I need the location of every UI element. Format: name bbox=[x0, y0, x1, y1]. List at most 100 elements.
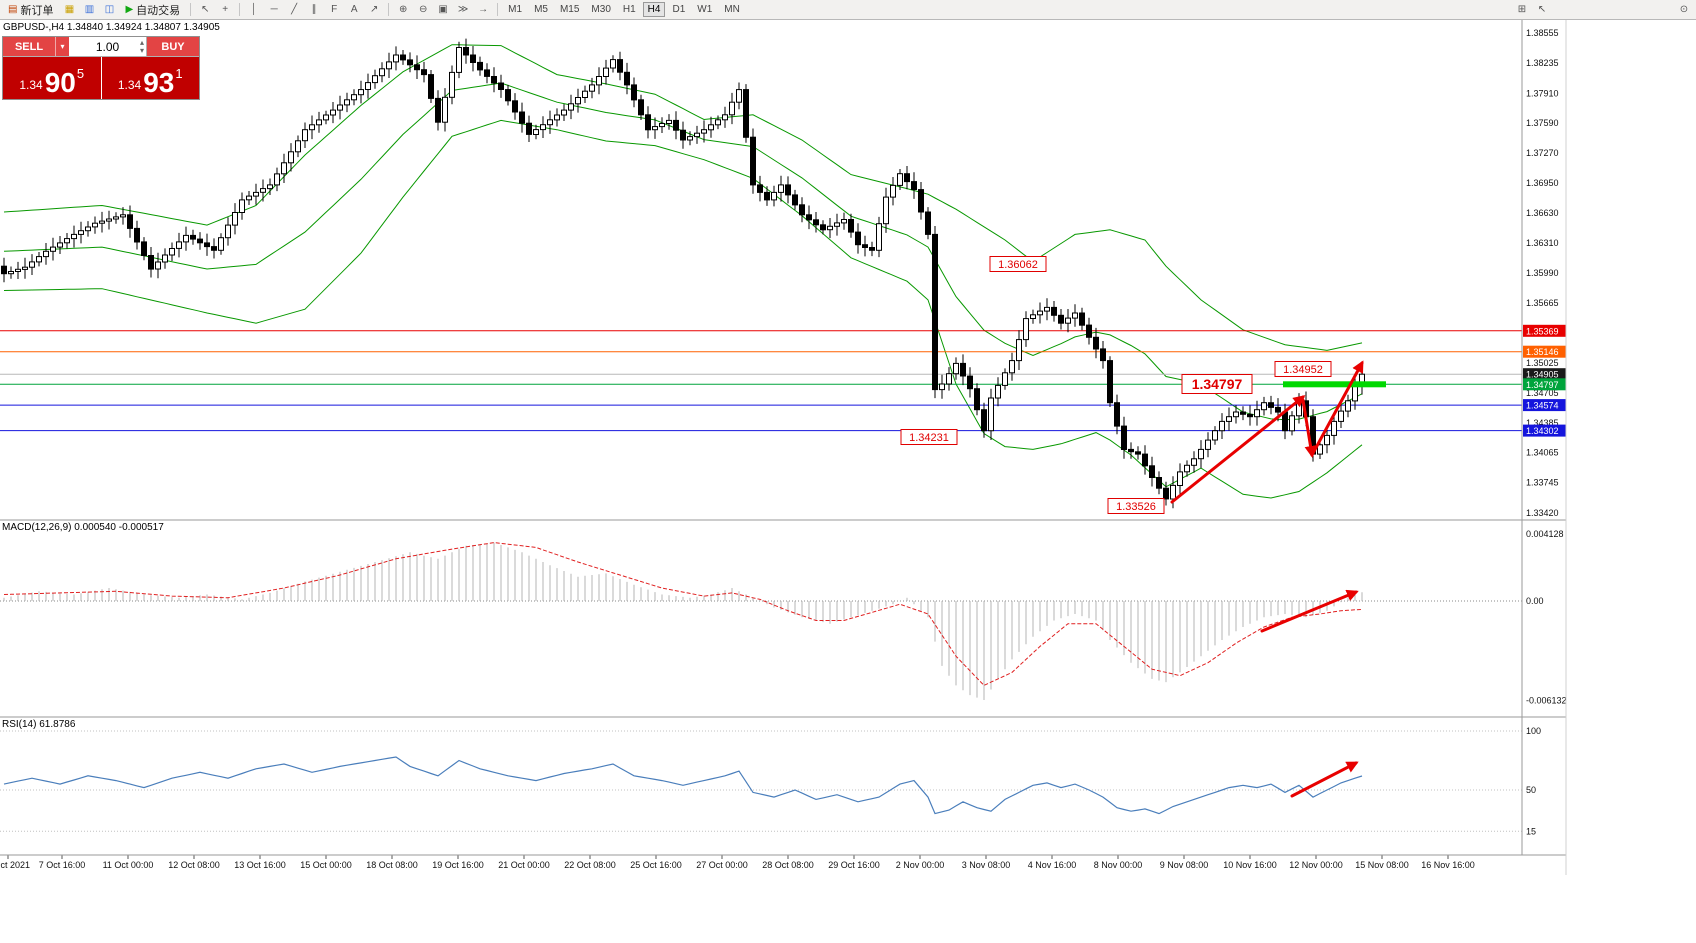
timeframe-m5-button[interactable]: M5 bbox=[534, 4, 548, 15]
timeframe-m1-button[interactable]: M1 bbox=[508, 4, 523, 15]
bollinger-upper bbox=[3, 44, 1363, 351]
charts-grid-icon: ▦ bbox=[64, 3, 75, 15]
trend-arrow[interactable] bbox=[1310, 360, 1364, 457]
tile-windows-icon[interactable]: ▣ bbox=[434, 2, 452, 18]
svg-text:-0.006132: -0.006132 bbox=[1526, 696, 1567, 706]
bar-chart-icon[interactable]: ▥ bbox=[80, 2, 98, 18]
chart-shift-icon[interactable]: → bbox=[474, 2, 492, 18]
price-callout-box[interactable] bbox=[1107, 498, 1165, 514]
svg-text:50: 50 bbox=[1526, 785, 1536, 795]
sell-button[interactable]: SELL bbox=[3, 37, 55, 56]
toolbar-separator bbox=[239, 3, 241, 16]
vertical-line-icon[interactable]: │ bbox=[245, 2, 263, 18]
auto-trading-label: 自动交易 bbox=[136, 4, 181, 17]
svg-text:25 Oct 16:00: 25 Oct 16:00 bbox=[630, 860, 682, 870]
svg-text:16 Nov 16:00: 16 Nov 16:00 bbox=[1421, 860, 1475, 870]
macd-signal-line bbox=[3, 542, 1363, 687]
sell-price-box[interactable]: 1.34 90 5 bbox=[3, 57, 101, 99]
order-type-dropdown[interactable]: ▾ bbox=[55, 37, 69, 56]
equidistant-channel-icon: ∥ bbox=[311, 3, 317, 15]
trend-arrow[interactable] bbox=[1260, 589, 1359, 633]
svg-text:0.00: 0.00 bbox=[1526, 596, 1544, 606]
svg-text:15: 15 bbox=[1526, 826, 1536, 836]
trend-arrow[interactable] bbox=[1301, 398, 1317, 458]
price-callout-box[interactable] bbox=[1181, 374, 1253, 394]
svg-text:1.37270: 1.37270 bbox=[1526, 148, 1559, 158]
trendline-icon: ╱ bbox=[291, 3, 298, 15]
cursor-icon[interactable]: ↖ bbox=[196, 2, 214, 18]
toolbar-separator bbox=[190, 3, 192, 16]
trendline-icon[interactable]: ╱ bbox=[285, 2, 303, 18]
volume-spinner[interactable]: ▴ ▾ bbox=[140, 39, 144, 55]
charts-grid-icon[interactable]: ▦ bbox=[60, 2, 78, 18]
price-callout-box[interactable] bbox=[989, 256, 1047, 272]
toolbar-separator bbox=[388, 3, 390, 16]
horizontal-level-lines[interactable] bbox=[0, 330, 1522, 432]
auto-trading-button[interactable]: ▶ 自动交易 bbox=[120, 2, 185, 18]
tile-windows-icon: ▣ bbox=[438, 3, 448, 15]
text-label-icon[interactable]: A bbox=[345, 2, 363, 18]
arrow-object-icon[interactable]: ↗ bbox=[365, 2, 383, 18]
zoom-in-icon[interactable]: ⊕ bbox=[394, 2, 412, 18]
support-zone-bar[interactable] bbox=[1283, 381, 1386, 388]
pointer-mode-icon: ↖ bbox=[1537, 3, 1547, 15]
trend-arrow[interactable] bbox=[1290, 761, 1359, 798]
svg-text:10 Nov 16:00: 10 Nov 16:00 bbox=[1223, 860, 1277, 870]
svg-text:18 Oct 08:00: 18 Oct 08:00 bbox=[366, 860, 418, 870]
crosshair-icon[interactable]: + bbox=[216, 2, 234, 18]
volume-value: 1.00 bbox=[95, 39, 120, 54]
timeframe-h4-button[interactable]: H4 bbox=[642, 2, 666, 17]
price-callout-box[interactable] bbox=[1274, 361, 1332, 377]
timeframe-d1-button[interactable]: D1 bbox=[672, 4, 686, 15]
svg-text:1.35990: 1.35990 bbox=[1526, 268, 1559, 278]
svg-text:1.33745: 1.33745 bbox=[1526, 478, 1559, 488]
chart-shift-icon: → bbox=[478, 3, 489, 15]
zoom-in-icon: ⊕ bbox=[398, 3, 408, 15]
fibonacci-retracement-icon[interactable]: F bbox=[325, 2, 343, 18]
auto-scroll-icon[interactable]: ≫ bbox=[454, 2, 472, 18]
svg-text:1.35665: 1.35665 bbox=[1526, 298, 1559, 308]
buy-button[interactable]: BUY bbox=[147, 37, 199, 56]
chart-annotations[interactable]: 1.36062 1.34952 1.34797 1.34231 1.33526 bbox=[900, 256, 1386, 798]
timeframe-h1-button[interactable]: H1 bbox=[622, 4, 636, 15]
svg-text:1.34574: 1.34574 bbox=[1526, 401, 1559, 411]
candle-chart-icon[interactable]: ◫ bbox=[100, 2, 118, 18]
svg-text:1.36630: 1.36630 bbox=[1526, 208, 1559, 218]
equidistant-channel-icon[interactable]: ∥ bbox=[305, 2, 323, 18]
crosshair-icon: + bbox=[222, 3, 229, 15]
chevron-down-icon: ▾ bbox=[60, 42, 65, 51]
time-axis: 4 Oct 2021 7 Oct 16:00 11 Oct 00:00 12 Oct … bbox=[0, 855, 1475, 870]
timeframe-mn-button[interactable]: MN bbox=[724, 4, 740, 15]
sell-price-sup: 5 bbox=[76, 66, 85, 81]
fibonacci-retracement-icon: F bbox=[331, 3, 338, 15]
timeframe-m30-button[interactable]: M30 bbox=[591, 4, 611, 15]
trend-arrow[interactable] bbox=[1170, 395, 1306, 504]
bollinger-bands bbox=[3, 44, 1363, 499]
svg-text:22 Oct 08:00: 22 Oct 08:00 bbox=[564, 860, 616, 870]
zoom-box-icon[interactable]: ⊞ bbox=[1513, 2, 1531, 18]
svg-text:1.34905: 1.34905 bbox=[1526, 370, 1559, 380]
price-callout-box[interactable] bbox=[900, 429, 958, 445]
svg-text:21 Oct 00:00: 21 Oct 00:00 bbox=[498, 860, 550, 870]
new-order-button[interactable]: ▤ 新订单 bbox=[3, 2, 58, 18]
candle-chart-icon: ◫ bbox=[104, 3, 115, 15]
volume-input[interactable]: 1.00 ▴ ▾ bbox=[69, 37, 147, 56]
timeframe-w1-button[interactable]: W1 bbox=[697, 4, 713, 15]
svg-text:1.34065: 1.34065 bbox=[1526, 448, 1559, 458]
timeframe-m15-button[interactable]: M15 bbox=[559, 4, 580, 15]
svg-text:1.33420: 1.33420 bbox=[1526, 508, 1559, 518]
price-callout-text: 1.33526 bbox=[1116, 501, 1156, 513]
svg-text:11 Oct 00:00: 11 Oct 00:00 bbox=[103, 860, 154, 870]
svg-text:4 Nov 16:00: 4 Nov 16:00 bbox=[1028, 860, 1077, 870]
svg-text:1.36310: 1.36310 bbox=[1526, 238, 1559, 248]
zoom-out-icon[interactable]: ⊖ bbox=[414, 2, 432, 18]
pointer-mode-icon[interactable]: ↖ bbox=[1533, 2, 1551, 18]
new-order-icon: ▤ bbox=[8, 3, 18, 15]
svg-text:9 Nov 08:00: 9 Nov 08:00 bbox=[1160, 860, 1209, 870]
svg-text:15 Oct 00:00: 15 Oct 00:00 bbox=[300, 860, 352, 870]
buy-price-box[interactable]: 1.34 93 1 bbox=[101, 57, 199, 99]
svg-text:19 Oct 16:00: 19 Oct 16:00 bbox=[432, 860, 484, 870]
search-icon[interactable]: ⊙ bbox=[1675, 2, 1693, 18]
horizontal-line-icon[interactable]: ─ bbox=[265, 2, 283, 18]
